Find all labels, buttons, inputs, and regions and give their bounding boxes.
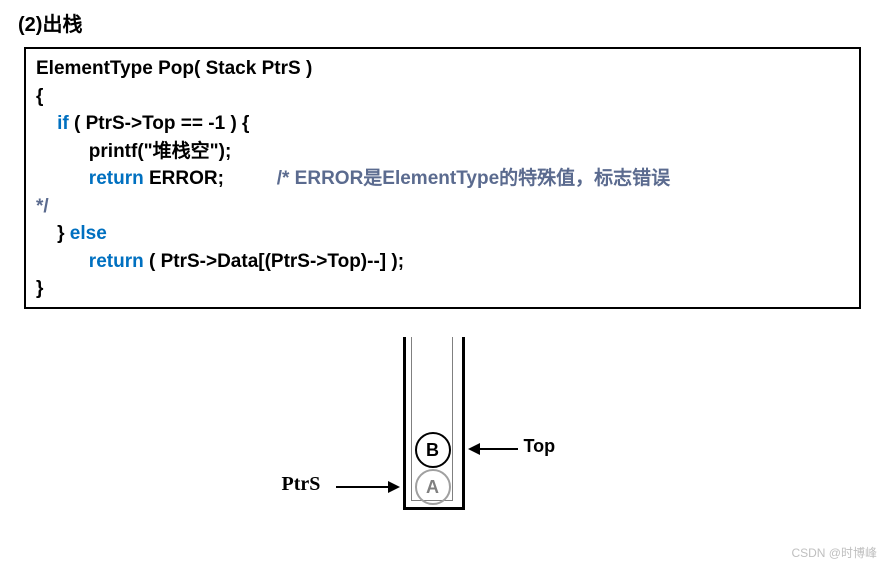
- section-heading: (2)出栈: [0, 0, 885, 47]
- keyword-else: else: [70, 223, 107, 244]
- top-arrow-head: [468, 443, 480, 455]
- code-text: ( PtrS->Top == -1 ) {: [69, 113, 250, 134]
- stack-diagram: B A PtrS Top: [168, 331, 718, 531]
- stack-cell-b: B: [415, 432, 451, 468]
- comment: /* ERROR是ElementType的特殊值，标志错误: [277, 168, 670, 189]
- code-text: [36, 168, 89, 189]
- ptrs-arrow-line: [336, 486, 390, 488]
- code-line: ElementType Pop( Stack PtrS ): [36, 58, 312, 79]
- code-line: }: [36, 278, 43, 299]
- code-line: printf("堆栈空");: [36, 141, 231, 162]
- ptrs-arrow-head: [388, 481, 400, 493]
- ptrs-label: PtrS: [282, 473, 321, 496]
- code-text: [36, 251, 89, 272]
- keyword-return: return: [89, 251, 144, 272]
- code-text: }: [36, 223, 70, 244]
- keyword-return: return: [89, 168, 144, 189]
- code-line: {: [36, 86, 43, 107]
- code-text: [36, 113, 57, 134]
- code-text: ( PtrS->Data[(PtrS->Top)--] );: [144, 251, 404, 272]
- top-arrow-line: [478, 448, 518, 450]
- stack-cell-a: A: [415, 469, 451, 505]
- code-block: ElementType Pop( Stack PtrS ) { if ( Ptr…: [24, 47, 861, 309]
- watermark: CSDN @时博峰: [791, 544, 877, 561]
- code-text: ERROR;: [144, 168, 277, 189]
- keyword-if: if: [57, 113, 69, 134]
- top-label: Top: [524, 436, 556, 457]
- comment: */: [36, 196, 49, 217]
